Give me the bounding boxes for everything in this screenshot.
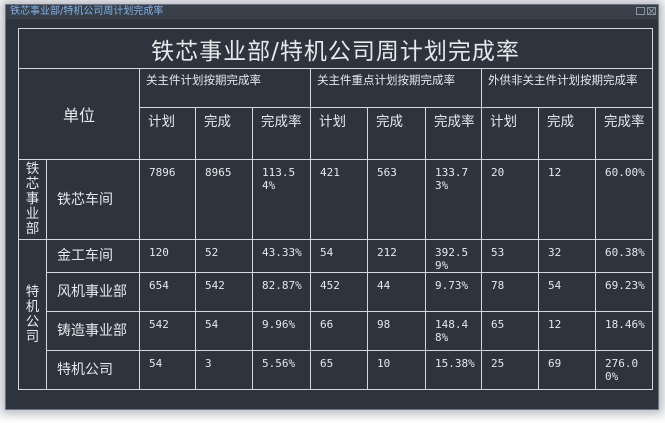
table-cell: 421 <box>310 159 368 240</box>
title-bar: 铁芯事业部/特机公司周计划完成率 <box>6 5 658 19</box>
table-cell: 54 <box>195 311 253 351</box>
table-cell: 60.00% <box>595 159 653 240</box>
table-row: 特机公司 金工车间 120 52 43.33% 54 212 392.59% 53 32 60.38… <box>18 239 653 390</box>
table-cell: 54 <box>139 350 196 390</box>
section-label: 铁芯事业部 <box>18 159 47 240</box>
table-cell: 5.56% <box>252 350 311 390</box>
table-row: 特机公司 54 3 5.56% 65 10 15.38% 25 69 276.00% <box>19 350 653 390</box>
report-window: 铁芯事业部/特机公司周计划完成率 铁芯事业部/特机公司周计划完成率 单位 关主件… <box>5 4 659 410</box>
table-cell: 54 <box>538 272 596 312</box>
table-cell: 15.38% <box>425 350 482 390</box>
close-icon[interactable] <box>647 7 656 15</box>
table-cell: 65 <box>310 350 368 390</box>
table-cell: 69 <box>538 350 596 390</box>
unit-header: 单位 <box>18 68 140 160</box>
unit-name: 铸造事业部 <box>46 311 140 351</box>
column-header: 计划 <box>310 107 368 160</box>
table-cell: 113.54% <box>252 159 311 240</box>
table-cell: 148.48% <box>425 311 482 351</box>
column-header: 完成率 <box>595 107 653 160</box>
group-header: 关主件重点计划按期完成率 <box>310 68 482 108</box>
table-cell: 452 <box>310 272 368 312</box>
table-cell: 52 <box>195 239 253 273</box>
table-cell: 10 <box>367 350 426 390</box>
table-cell: 32 <box>538 239 596 273</box>
completion-rate-table: 铁芯事业部/特机公司周计划完成率 单位 关主件计划按期完成率 关主件重点计划按期… <box>18 28 653 390</box>
table-cell: 3 <box>195 350 253 390</box>
table-cell: 654 <box>139 272 196 312</box>
unit-name: 风机事业部 <box>46 272 140 312</box>
table-cell: 82.87% <box>252 272 311 312</box>
table-cell: 12 <box>538 159 596 240</box>
table-cell: 7896 <box>139 159 196 240</box>
table-cell: 120 <box>139 239 196 273</box>
table-cell: 12 <box>538 311 596 351</box>
table-row: 铁芯事业部 铁芯车间 7896 8965 113.54% 421 563 133.73% 20 1… <box>18 159 653 240</box>
column-header: 计划 <box>139 107 196 160</box>
table-row: 风机事业部 654 542 82.87% 452 44 9.73% 78 54 69.23% <box>19 272 653 312</box>
table-cell: 66 <box>310 311 368 351</box>
column-header: 完成 <box>538 107 596 160</box>
table-cell: 542 <box>195 272 253 312</box>
group-header: 外供非关主件计划按期完成率 <box>481 68 653 108</box>
table-cell: 53 <box>481 239 539 273</box>
group-header: 关主件计划按期完成率 <box>139 68 311 108</box>
column-header: 计划 <box>481 107 539 160</box>
table-cell: 18.46% <box>595 311 653 351</box>
table-cell: 44 <box>367 272 426 312</box>
table-cell: 43.33% <box>252 239 311 273</box>
column-header: 完成率 <box>252 107 311 160</box>
table-row: 铸造事业部 542 54 9.96% 66 98 148.48% 65 12 18.46% <box>19 311 653 351</box>
unit-name: 特机公司 <box>46 350 140 390</box>
table-cell: 212 <box>367 239 426 273</box>
column-header: 完成 <box>367 107 426 160</box>
table-cell: 276.00% <box>595 350 653 390</box>
table-cell: 8965 <box>195 159 253 240</box>
section-label: 特机公司 <box>18 239 47 390</box>
table-cell: 542 <box>139 311 196 351</box>
table-cell: 9.96% <box>252 311 311 351</box>
table-cell: 69.23% <box>595 272 653 312</box>
table-cell: 60.38% <box>595 239 653 273</box>
table-cell: 133.73% <box>425 159 482 240</box>
table-cell: 563 <box>367 159 426 240</box>
table-cell: 98 <box>367 311 426 351</box>
window-title: 铁芯事业部/特机公司周计划完成率 <box>10 6 164 17</box>
table-cell: 20 <box>481 159 539 240</box>
table-title: 铁芯事业部/特机公司周计划完成率 <box>18 28 653 69</box>
table-cell: 78 <box>481 272 539 312</box>
table-cell: 9.73% <box>425 272 482 312</box>
table-cell: 392.59% <box>425 239 482 273</box>
column-header: 完成率 <box>425 107 482 160</box>
maximize-icon[interactable] <box>636 7 645 15</box>
column-header: 完成 <box>195 107 253 160</box>
table-cell: 54 <box>310 239 368 273</box>
table-cell: 25 <box>481 350 539 390</box>
unit-name: 铁芯车间 <box>46 159 140 240</box>
unit-name: 金工车间 <box>46 239 140 273</box>
table-cell: 65 <box>481 311 539 351</box>
